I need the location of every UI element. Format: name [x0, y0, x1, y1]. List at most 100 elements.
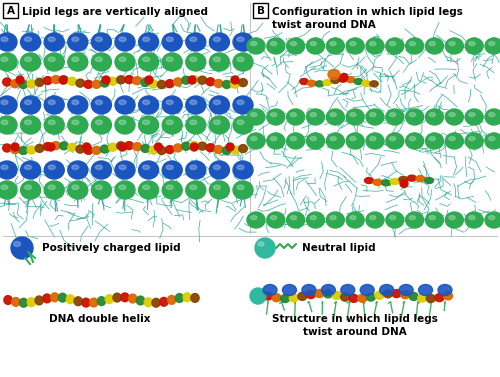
Ellipse shape: [214, 37, 220, 41]
Ellipse shape: [92, 181, 112, 199]
Ellipse shape: [72, 185, 79, 190]
Ellipse shape: [324, 290, 332, 298]
Ellipse shape: [214, 100, 220, 104]
Ellipse shape: [68, 77, 76, 85]
Ellipse shape: [190, 57, 197, 61]
Ellipse shape: [108, 143, 117, 151]
Ellipse shape: [124, 75, 134, 84]
Ellipse shape: [174, 144, 182, 152]
Text: B: B: [256, 6, 264, 15]
Ellipse shape: [182, 142, 190, 150]
Ellipse shape: [24, 37, 32, 41]
Ellipse shape: [386, 109, 404, 125]
Ellipse shape: [190, 120, 197, 124]
Ellipse shape: [469, 41, 475, 46]
Ellipse shape: [44, 181, 64, 199]
Ellipse shape: [138, 33, 158, 51]
Ellipse shape: [24, 165, 32, 170]
Ellipse shape: [485, 212, 500, 228]
Ellipse shape: [250, 216, 257, 219]
Ellipse shape: [68, 96, 88, 114]
Ellipse shape: [290, 41, 296, 46]
Ellipse shape: [238, 145, 248, 153]
Ellipse shape: [190, 100, 197, 104]
Ellipse shape: [162, 96, 182, 114]
Ellipse shape: [382, 180, 390, 186]
Ellipse shape: [2, 144, 12, 152]
Ellipse shape: [409, 293, 418, 300]
Ellipse shape: [237, 57, 244, 61]
Ellipse shape: [238, 78, 248, 87]
Ellipse shape: [0, 33, 17, 51]
Ellipse shape: [166, 185, 173, 190]
Ellipse shape: [141, 144, 150, 152]
Ellipse shape: [20, 181, 40, 199]
Ellipse shape: [108, 77, 117, 85]
Ellipse shape: [98, 297, 106, 305]
Ellipse shape: [416, 176, 425, 182]
Ellipse shape: [20, 116, 40, 134]
Ellipse shape: [328, 69, 340, 80]
Ellipse shape: [20, 33, 40, 51]
Ellipse shape: [186, 161, 206, 179]
Ellipse shape: [48, 37, 55, 41]
Ellipse shape: [24, 120, 32, 124]
Ellipse shape: [386, 133, 404, 149]
Ellipse shape: [338, 76, 347, 82]
Ellipse shape: [84, 80, 92, 88]
Text: Structure in which lipid legs
twist around DNA: Structure in which lipid legs twist arou…: [272, 314, 438, 337]
Ellipse shape: [1, 57, 8, 61]
Ellipse shape: [350, 41, 356, 46]
Ellipse shape: [44, 96, 64, 114]
Ellipse shape: [115, 116, 135, 134]
Circle shape: [145, 76, 153, 84]
Ellipse shape: [406, 38, 423, 54]
Ellipse shape: [149, 80, 158, 88]
Ellipse shape: [424, 178, 434, 184]
Ellipse shape: [233, 33, 253, 51]
Ellipse shape: [306, 38, 324, 54]
Ellipse shape: [27, 146, 36, 154]
Ellipse shape: [298, 292, 307, 300]
Ellipse shape: [74, 297, 82, 306]
Bar: [3, 3, 18, 18]
Ellipse shape: [66, 295, 74, 303]
Ellipse shape: [247, 212, 265, 228]
Text: DNA double helix: DNA double helix: [49, 314, 151, 324]
Ellipse shape: [142, 185, 150, 190]
Circle shape: [250, 288, 266, 304]
Ellipse shape: [366, 212, 384, 228]
Ellipse shape: [418, 285, 432, 296]
Ellipse shape: [186, 33, 206, 51]
Ellipse shape: [406, 212, 423, 228]
Circle shape: [11, 143, 19, 151]
Ellipse shape: [263, 285, 277, 296]
Ellipse shape: [28, 298, 36, 307]
Ellipse shape: [119, 37, 126, 41]
Ellipse shape: [449, 216, 455, 219]
Ellipse shape: [264, 292, 272, 300]
Ellipse shape: [68, 53, 88, 71]
Ellipse shape: [233, 53, 253, 71]
Ellipse shape: [250, 41, 257, 46]
Ellipse shape: [115, 181, 135, 199]
Ellipse shape: [488, 216, 495, 219]
Ellipse shape: [115, 161, 135, 179]
Ellipse shape: [346, 109, 364, 125]
Ellipse shape: [350, 113, 356, 116]
Ellipse shape: [386, 38, 404, 54]
Ellipse shape: [48, 185, 55, 190]
Ellipse shape: [410, 136, 416, 141]
Circle shape: [226, 143, 234, 151]
Ellipse shape: [485, 38, 500, 54]
Ellipse shape: [52, 141, 60, 150]
Ellipse shape: [214, 165, 220, 170]
Ellipse shape: [119, 100, 126, 104]
Ellipse shape: [168, 296, 175, 304]
Ellipse shape: [210, 53, 230, 71]
Ellipse shape: [11, 146, 20, 154]
Ellipse shape: [166, 120, 173, 124]
Ellipse shape: [210, 181, 230, 199]
Ellipse shape: [92, 116, 112, 134]
Ellipse shape: [302, 285, 316, 296]
